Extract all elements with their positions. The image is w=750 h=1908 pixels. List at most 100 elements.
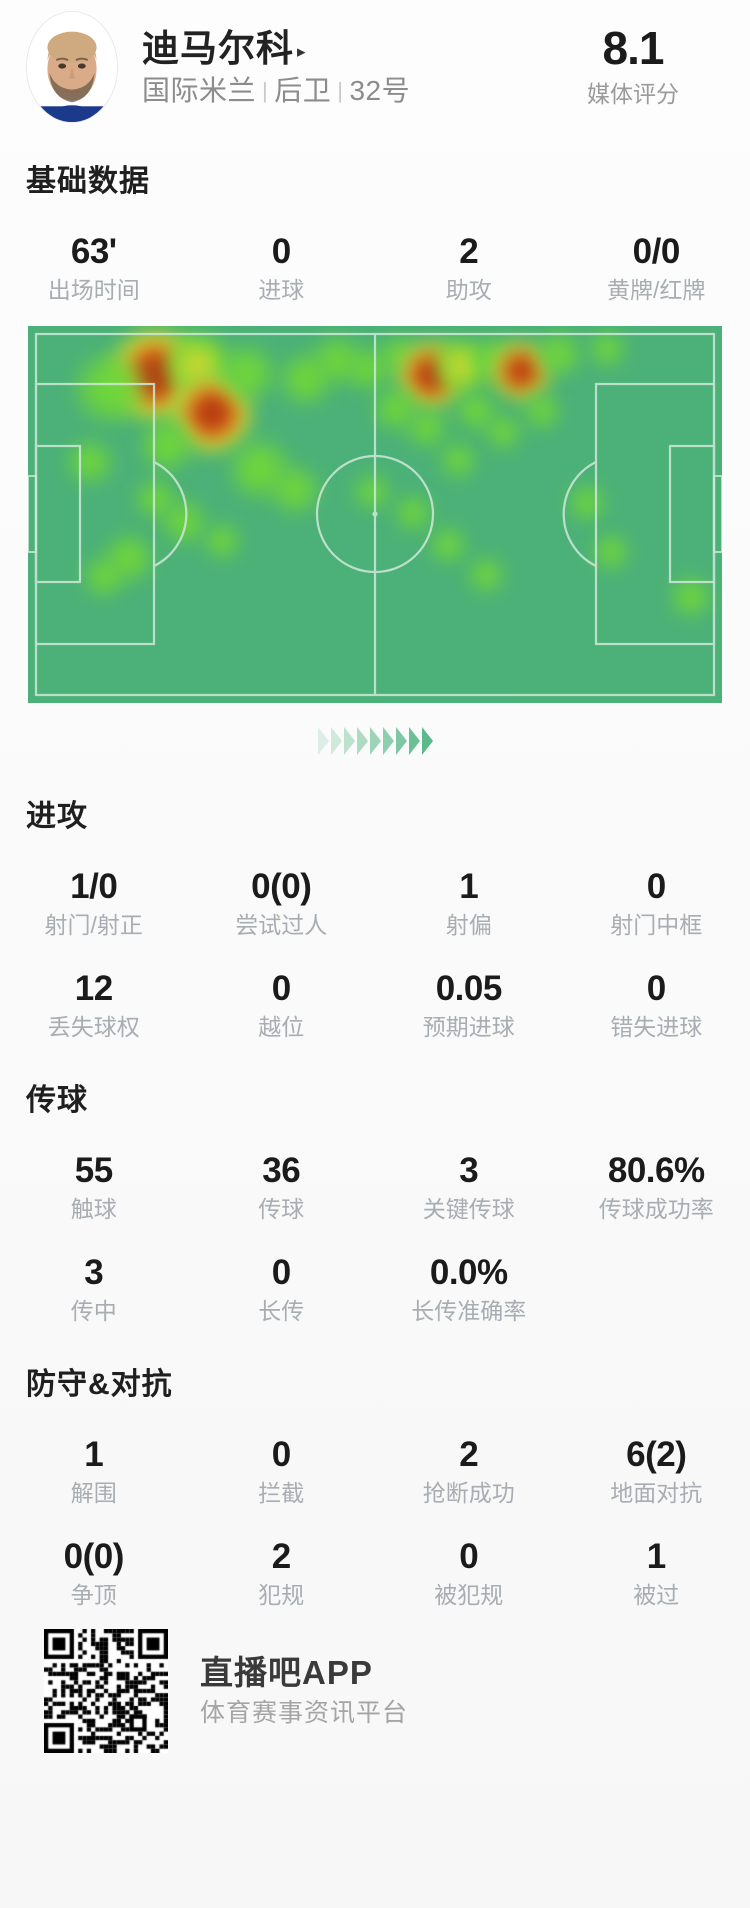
heatmap-point (140, 418, 193, 471)
stat-cell: 0 被犯规 (375, 1539, 563, 1607)
brand-tagline: 体育赛事资讯平台 (200, 1699, 409, 1727)
attack-stats-row-1: 1/0 射门/射正 0(0) 尝试过人 1 射偏 0 射门中框 (0, 869, 750, 937)
chevron-right-icon (369, 727, 381, 755)
passing-stats-row-1: 55 触球 36 传球 3 关键传球 80.6% 传球成功率 (0, 1153, 750, 1221)
chevron-right-icon (330, 727, 342, 755)
heatmap-point (75, 352, 148, 425)
stat-label: 争顶 (70, 1582, 117, 1608)
stat-value: 1 (459, 867, 479, 906)
stat-value: 36 (262, 1151, 301, 1190)
brand-block: 直播吧APP 体育赛事资讯平台 (200, 1656, 408, 1726)
stat-label: 传中 (70, 1298, 117, 1324)
stat-value: 3 (459, 1151, 479, 1190)
heatmap-point (429, 526, 466, 563)
stat-value: 0/0 (632, 232, 681, 271)
stat-label: 解围 (70, 1480, 117, 1506)
player-identity: 迪马尔科 ▸ 国际米兰 | 后卫 | 32号 (118, 30, 538, 105)
attack-direction-arrows (285, 723, 465, 759)
team-name: 国际米兰 (142, 74, 257, 106)
stat-label: 关键传球 (422, 1196, 515, 1222)
heatmap-point (568, 485, 605, 522)
player-meta: 国际米兰 | 后卫 | 32号 (142, 74, 538, 106)
stat-value: 1 (84, 1435, 104, 1474)
stat-cell: 1 射偏 (375, 869, 563, 937)
stat-cell-empty (563, 1255, 750, 1323)
meta-separator-2: | (337, 77, 344, 103)
stat-value: 12 (74, 969, 113, 1008)
stat-label: 长传准确率 (411, 1298, 527, 1324)
heatmap-point (407, 407, 448, 448)
stat-value: 3 (84, 1253, 104, 1292)
player-name-row[interactable]: 迪马尔科 ▸ (142, 30, 538, 67)
chevron-right-icon (343, 727, 355, 755)
stat-cell: 2 助攻 (375, 234, 563, 302)
heatmap-point (589, 330, 626, 367)
stat-value: 0 (271, 1435, 291, 1474)
stat-label: 助攻 (445, 277, 492, 303)
attack-stats-row-2: 12 丢失球权 0 越位 0.05 预期进球 0 错失进球 (0, 971, 750, 1039)
stat-label: 地面对抗 (610, 1480, 703, 1506)
stat-cell: 80.6% 传球成功率 (563, 1153, 750, 1221)
heatmap-point (395, 494, 432, 531)
stat-value: 0(0) (251, 867, 312, 906)
heatmap-pitch[interactable] (28, 326, 722, 703)
stat-value: 80.6% (607, 1151, 705, 1190)
stat-cell: 2 抢断成功 (375, 1437, 563, 1505)
heatmap-point (68, 439, 113, 484)
stat-value: 0 (271, 232, 291, 271)
stat-value: 0 (271, 969, 291, 1008)
avatar-portrait (27, 12, 117, 122)
stat-label: 预期进球 (422, 1014, 515, 1040)
heatmap-point (485, 413, 522, 450)
heatmap-point (670, 577, 711, 618)
defense-stats-row-2: 0(0) 争顶 2 犯规 0 被犯规 1 被过 (0, 1539, 750, 1607)
chevron-right-icon (421, 727, 433, 755)
page-title: 迪马尔科 (142, 27, 294, 69)
stat-label: 拦截 (258, 1480, 305, 1506)
stat-value: 63' (70, 232, 117, 271)
chevron-right-icon (408, 727, 420, 755)
stat-cell: 0 进球 (188, 234, 376, 302)
heatmap-point (271, 465, 320, 514)
app-footer: 直播吧APP 体育赛事资讯平台 (0, 1607, 750, 1753)
avatar[interactable] (26, 11, 118, 123)
stat-value: 55 (74, 1151, 113, 1190)
chevron-right-icon (395, 727, 407, 755)
stat-value: 0(0) (63, 1537, 125, 1576)
basic-stats-row-1: 63' 出场时间 0 进球 2 助攻 0/0 黄牌/红牌 (0, 234, 750, 302)
stat-label: 黄牌/红牌 (607, 277, 706, 303)
heatmap-point (204, 522, 241, 559)
heatmap-blobs (28, 326, 722, 703)
stat-label: 错失进球 (610, 1014, 703, 1040)
player-position: 后卫 (274, 74, 332, 106)
stat-label: 触球 (70, 1196, 117, 1222)
stat-cell: 0.0% 长传准确率 (375, 1255, 563, 1323)
stat-cell: 0 拦截 (188, 1437, 376, 1505)
stat-label: 丢失球权 (47, 1014, 140, 1040)
chevron-right-icon (382, 727, 394, 755)
stat-value: 6(2) (626, 1435, 687, 1474)
section-title-basic: 基础数据 (26, 165, 150, 198)
stat-label: 射门中框 (610, 912, 703, 938)
heatmap-point (536, 332, 581, 377)
stat-value: 1 (646, 1537, 666, 1576)
heatmap-point (353, 473, 390, 510)
chevron-right-icon[interactable]: ▸ (297, 41, 306, 61)
stat-value: 0 (646, 969, 666, 1008)
rating-value: 8.1 (602, 21, 665, 74)
heatmap-point (84, 556, 125, 597)
stat-cell: 3 传中 (0, 1255, 188, 1323)
stat-label: 传球成功率 (598, 1196, 714, 1222)
heatmap-point (218, 345, 275, 402)
stat-cell: 1/0 射门/射正 (0, 869, 188, 937)
stat-cell: 0 错失进球 (563, 971, 750, 1039)
stat-value: 0.05 (435, 969, 503, 1008)
stat-value: 0 (459, 1537, 479, 1576)
heatmap-point (592, 534, 629, 571)
stat-label: 被犯规 (434, 1582, 504, 1608)
qr-code[interactable] (44, 1629, 168, 1753)
stat-cell: 6(2) 地面对抗 (563, 1437, 750, 1505)
shirt-number: 32号 (349, 74, 411, 106)
defense-stats-row-1: 1 解围 0 拦截 2 抢断成功 6(2) 地面对抗 (0, 1437, 750, 1505)
